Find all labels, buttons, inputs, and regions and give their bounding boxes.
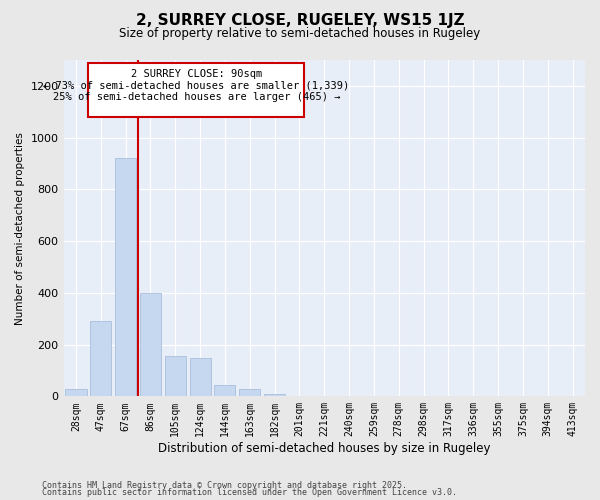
- X-axis label: Distribution of semi-detached houses by size in Rugeley: Distribution of semi-detached houses by …: [158, 442, 491, 455]
- Bar: [214, 384, 235, 396]
- Bar: [239, 388, 260, 396]
- Text: 25% of semi-detached houses are larger (465) →: 25% of semi-detached houses are larger (…: [53, 92, 340, 102]
- Bar: [65, 388, 86, 396]
- Bar: [140, 293, 161, 397]
- Text: Size of property relative to semi-detached houses in Rugeley: Size of property relative to semi-detach…: [119, 28, 481, 40]
- Text: 2, SURREY CLOSE, RUGELEY, WS15 1JZ: 2, SURREY CLOSE, RUGELEY, WS15 1JZ: [136, 12, 464, 28]
- Text: Contains public sector information licensed under the Open Government Licence v3: Contains public sector information licen…: [42, 488, 457, 497]
- Bar: [88, 62, 304, 117]
- Bar: [190, 358, 211, 397]
- Text: 2 SURREY CLOSE: 90sqm: 2 SURREY CLOSE: 90sqm: [131, 69, 262, 79]
- Bar: [264, 394, 285, 396]
- Text: ← 73% of semi-detached houses are smaller (1,339): ← 73% of semi-detached houses are smalle…: [43, 80, 350, 90]
- Bar: [115, 158, 136, 396]
- Text: Contains HM Land Registry data © Crown copyright and database right 2025.: Contains HM Land Registry data © Crown c…: [42, 480, 407, 490]
- Bar: [90, 322, 112, 396]
- Y-axis label: Number of semi-detached properties: Number of semi-detached properties: [15, 132, 25, 324]
- Bar: [165, 356, 186, 397]
